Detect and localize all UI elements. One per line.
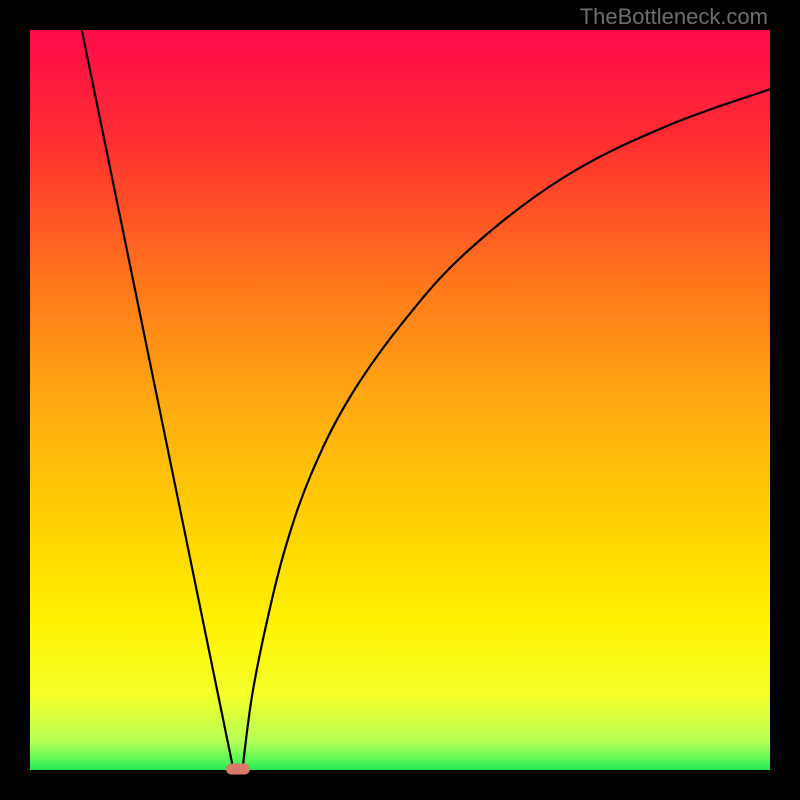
curve-svg — [30, 30, 770, 770]
plot-area — [30, 30, 770, 770]
bottleneck-curve — [82, 30, 770, 770]
watermark-text: TheBottleneck.com — [580, 4, 768, 30]
chart-container: TheBottleneck.com — [0, 0, 800, 800]
optimum-marker — [226, 763, 250, 774]
